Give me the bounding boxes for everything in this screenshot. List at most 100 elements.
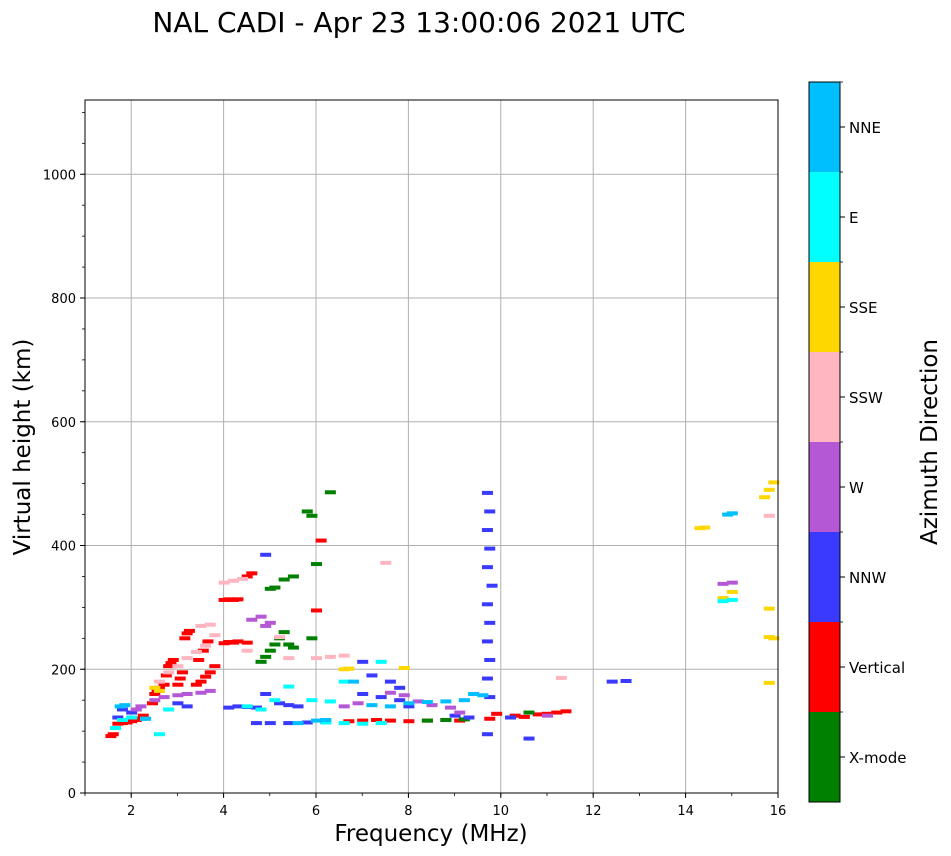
echo-point [301,509,313,514]
echo-point [311,718,322,723]
colorbar-label: Azimuth Direction [917,339,943,545]
echo-point [375,695,387,700]
echo-point [119,703,131,708]
echo-point [149,692,161,696]
echo-point [398,693,410,698]
echo-point [200,643,212,648]
echo-point [463,715,475,720]
echo-point [181,704,193,709]
plot-frame [84,99,779,794]
echo-point [444,705,456,710]
echo-point [223,705,235,710]
y-tick-label: 400 [51,540,76,555]
colorbar-tick-label: Vertical [849,659,905,677]
echo-point [283,684,295,689]
echo-point [255,614,267,619]
echo-point [174,676,186,681]
y-tick-label: 0 [68,787,76,802]
echo-point [130,707,142,712]
x-axis-ticks: 2 4 6 8 10 12 14 16 [84,793,786,819]
echo-point [278,630,290,635]
echo-point [768,480,780,485]
echo-point [481,639,493,644]
series-e [110,597,738,737]
echo-point [394,698,406,703]
colorbar-tick-label: X-mode [849,749,906,767]
echo-point [177,670,189,675]
colorbar-segment [809,532,840,622]
echo-point [107,732,119,737]
series-nne [114,511,738,726]
echo-point [523,710,535,715]
colorbar-tick-label: NNW [849,569,886,587]
echo-point [412,699,424,704]
echo-point [204,622,216,627]
echo-point [481,732,493,737]
echo-point [717,596,729,601]
echo-point [301,720,313,725]
echo-point [449,713,461,718]
x-tick-label: 12 [585,804,602,819]
y-tick-label: 800 [51,292,76,307]
echo-point [283,703,295,708]
echo-point [200,674,212,679]
echo-point [193,657,205,662]
echo-point [181,656,193,661]
echo-point [158,682,170,687]
echo-point [269,642,281,647]
echo-point [338,704,350,709]
echo-point [375,659,387,664]
echo-point [146,701,158,706]
echo-point [116,717,128,722]
echo-point [440,717,452,722]
echo-point [163,664,175,669]
echo-point [726,580,738,585]
x-tick-label: 10 [493,804,510,819]
echo-point [484,509,496,514]
echo-point [110,726,122,731]
echo-point [726,511,738,516]
echo-point [264,721,276,726]
echo-point [195,623,207,628]
echo-point [311,656,322,661]
echo-point [426,703,438,708]
y-tick-label: 1000 [43,168,76,183]
echo-point [237,576,249,581]
echo-point [255,659,267,664]
colorbar-segment [809,172,840,262]
echo-point [555,675,567,680]
echo-point [241,704,253,709]
echo-point [126,715,138,720]
echo-point [481,528,493,533]
echo-point [606,679,618,684]
echo-point [357,721,369,726]
echo-point [486,583,498,588]
echo-point [227,578,239,583]
echo-point [481,565,493,570]
echo-point [491,711,503,716]
echo-point [160,673,172,678]
echo-point [324,699,336,704]
colorbar-segment [809,712,840,802]
grid-lines [85,100,778,793]
echo-point [484,546,496,551]
x-tick-label: 4 [219,804,227,819]
echo-point [246,571,258,576]
echo-point [366,673,378,678]
echo-point [218,580,230,585]
echo-point [421,718,433,723]
colorbar-tick-label: E [849,209,858,227]
echo-point [209,633,221,638]
echo-point [518,714,530,719]
echo-point [403,701,415,706]
echo-point [183,628,195,633]
chart-title: NAL CADI - Apr 23 13:00:06 2021 UTC [152,6,685,39]
echo-point [135,704,147,709]
echo-point [421,700,433,705]
echo-point [112,715,124,720]
echo-point [477,693,489,698]
echo-point [505,715,517,720]
echo-point [403,719,415,724]
echo-point [763,606,775,611]
echo-point [320,720,332,725]
